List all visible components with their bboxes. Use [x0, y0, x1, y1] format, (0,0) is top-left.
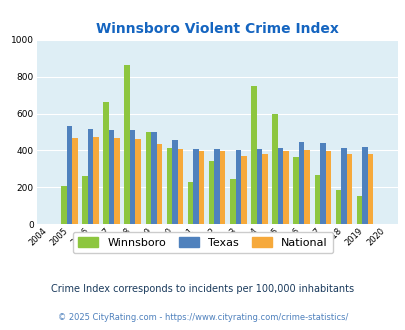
Bar	[198, 151, 204, 224]
Bar	[177, 148, 183, 224]
Bar	[114, 138, 119, 224]
Bar	[103, 102, 109, 224]
Bar	[283, 151, 288, 224]
Bar	[109, 130, 114, 224]
Bar	[124, 65, 130, 224]
Bar	[156, 144, 162, 224]
Title: Winnsboro Violent Crime Index: Winnsboro Violent Crime Index	[96, 22, 338, 36]
Bar	[256, 148, 262, 224]
Bar	[145, 132, 151, 224]
Bar	[230, 179, 235, 224]
Bar	[135, 139, 141, 224]
Bar	[151, 132, 156, 224]
Bar	[235, 149, 241, 224]
Text: © 2025 CityRating.com - https://www.cityrating.com/crime-statistics/: © 2025 CityRating.com - https://www.city…	[58, 313, 347, 322]
Bar	[93, 137, 98, 224]
Bar	[277, 148, 283, 224]
Bar	[214, 148, 220, 224]
Bar	[87, 129, 93, 224]
Bar	[298, 142, 304, 224]
Legend: Winnsboro, Texas, National: Winnsboro, Texas, National	[72, 232, 333, 253]
Bar	[367, 154, 373, 224]
Bar	[319, 143, 325, 224]
Bar	[66, 126, 72, 224]
Bar	[188, 182, 193, 224]
Bar	[241, 156, 246, 224]
Bar	[193, 148, 198, 224]
Bar	[172, 140, 177, 224]
Bar	[72, 138, 77, 224]
Bar	[272, 114, 277, 224]
Bar	[356, 196, 362, 224]
Bar	[314, 175, 319, 224]
Bar	[220, 151, 225, 224]
Text: Crime Index corresponds to incidents per 100,000 inhabitants: Crime Index corresponds to incidents per…	[51, 284, 354, 294]
Bar	[293, 157, 298, 224]
Bar	[61, 185, 66, 224]
Bar	[262, 154, 267, 224]
Bar	[341, 148, 346, 224]
Bar	[166, 148, 172, 224]
Bar	[362, 147, 367, 224]
Bar	[346, 154, 352, 224]
Bar	[325, 151, 330, 224]
Bar	[335, 190, 341, 224]
Bar	[82, 176, 87, 224]
Bar	[304, 150, 309, 224]
Bar	[130, 130, 135, 224]
Bar	[251, 86, 256, 224]
Bar	[209, 161, 214, 224]
